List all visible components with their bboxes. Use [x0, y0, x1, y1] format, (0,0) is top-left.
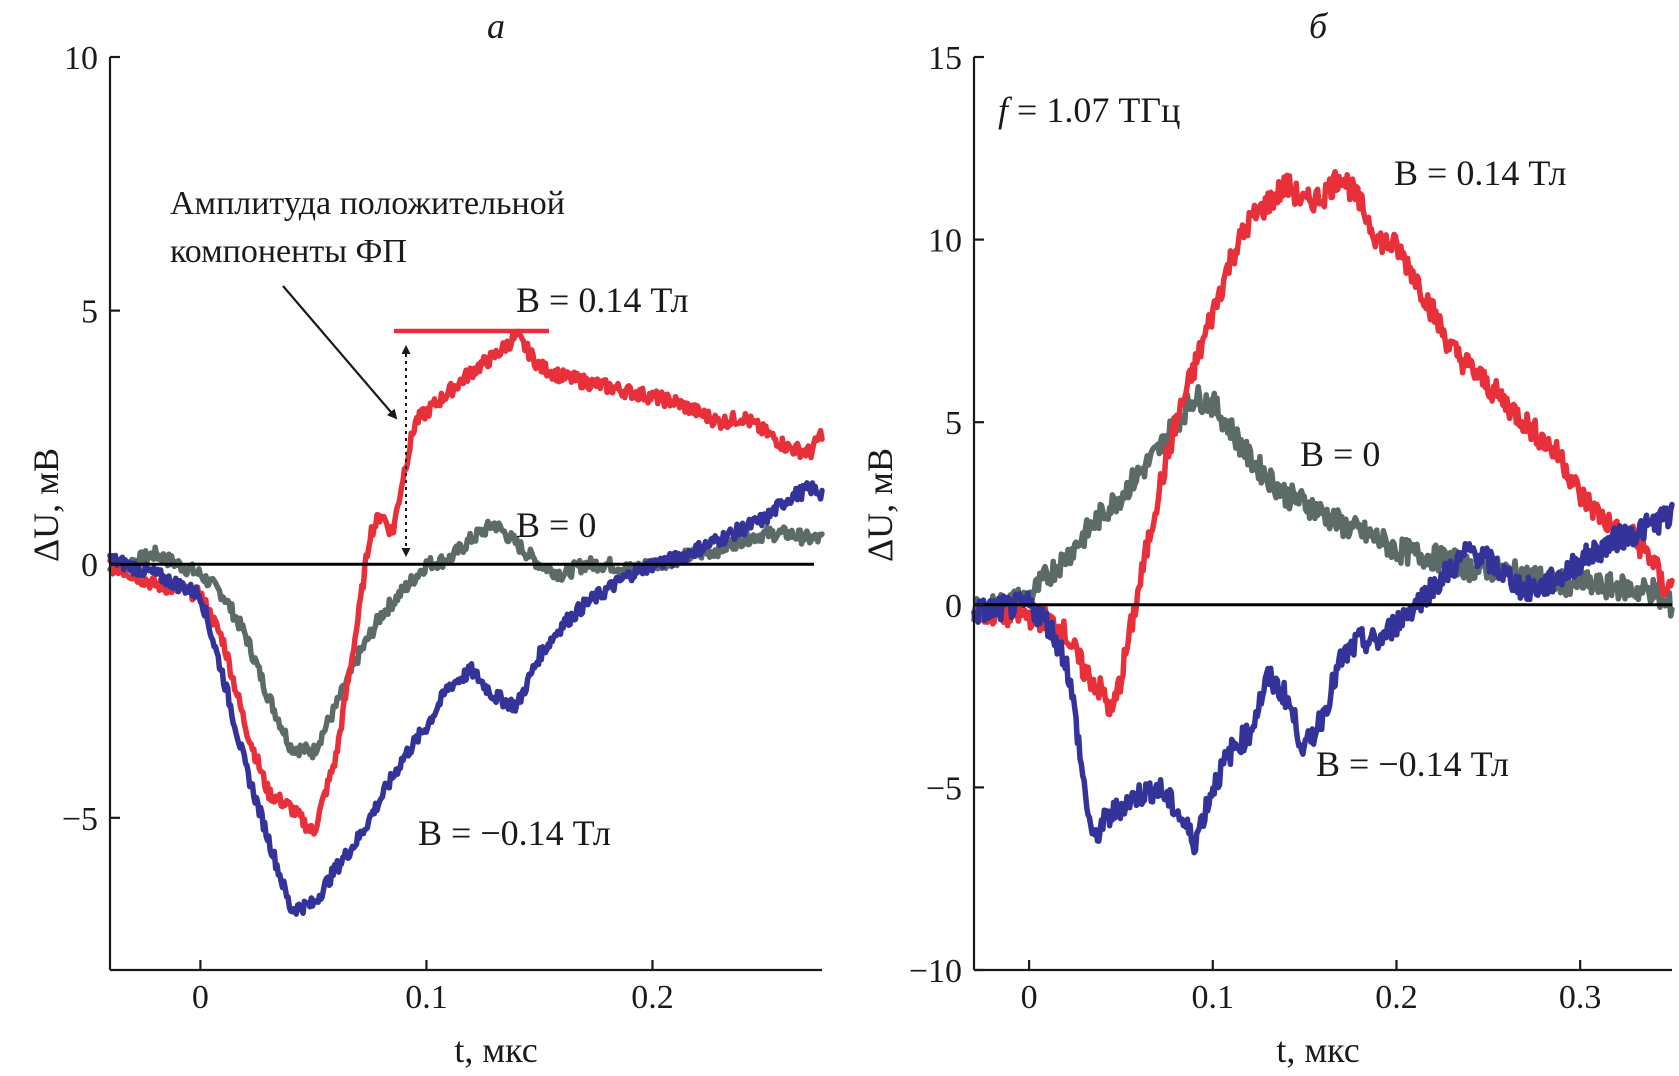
panel-a-x-axis-title: t, мкс	[454, 1030, 537, 1070]
panel-a-series-red-line	[107, 328, 825, 837]
panel-a-amplitude-annotation-line1: Амплитуда положительной	[170, 185, 565, 222]
panel-b-series-gray-line	[971, 383, 1675, 625]
panel-b-y-tick-label: 15	[928, 40, 962, 77]
panel-a-y-tick-label: 10	[64, 40, 98, 77]
panel-a-title: а	[487, 6, 505, 46]
panel-b-y-tick-label: −5	[926, 770, 962, 807]
panel-a-amplitude-annotation-line2: компоненты ФП	[170, 233, 407, 270]
panel-b-x-axis-title: t, мкс	[1276, 1030, 1359, 1070]
panel-b-frequency-annotation: f = 1.07 ТГц	[998, 90, 1180, 130]
panel-b-x-tick-label: 0.3	[1559, 979, 1602, 1016]
panel-b-y-tick-label: 5	[945, 405, 962, 442]
panel-b-title: б	[1309, 6, 1329, 46]
panel-b-x-tick-label: 0.1	[1192, 979, 1235, 1016]
panel-b-frequency-value: = 1.07 ТГц	[1008, 90, 1180, 130]
panel-b-x-tick-label: 0	[1021, 979, 1038, 1016]
panel-b-y-tick-label: −10	[909, 953, 962, 990]
panel-a-x-tick-label: 0	[192, 979, 209, 1016]
panel-b-y-tick-label: 0	[945, 588, 962, 625]
panel-a-y-axis-title: ΔU, мВ	[26, 448, 66, 562]
chart-panel-b: б −10 −5 0 5 10 15 0 0.1 0.2 0.3 ΔU, мВ t, мкс f…	[860, 6, 1675, 1070]
panel-a-label-red: B = 0.14 Тл	[516, 280, 689, 320]
panel-b-x-tick-label: 0.2	[1375, 979, 1418, 1016]
panel-a-x-ticks: 0 0.1 0.2	[192, 960, 674, 1016]
panel-b-y-tick-label: 10	[928, 223, 962, 260]
panel-b-series-group	[971, 168, 1675, 856]
panel-b-label-gray: B = 0	[1300, 434, 1380, 474]
panel-a-x-tick-label: 0.2	[631, 979, 674, 1016]
panel-a-series-gray-line	[107, 518, 825, 761]
panel-a-label-blue: B = −0.14 Тл	[418, 813, 611, 853]
panel-b-x-ticks: 0 0.1 0.2 0.3	[1021, 960, 1602, 1016]
panel-a-x-tick-label: 0.1	[405, 979, 448, 1016]
panel-b-label-red: B = 0.14 Тл	[1394, 153, 1567, 193]
panel-a-label-gray: B = 0	[516, 505, 596, 545]
panel-a-series-group	[107, 328, 825, 917]
panel-b-y-axis-title: ΔU, мВ	[860, 448, 900, 562]
panel-b-series-blue-line	[971, 501, 1675, 856]
panel-b-label-blue: B = −0.14 Тл	[1316, 744, 1509, 784]
panel-b-y-ticks: −10 −5 0 5 10 15	[909, 40, 984, 990]
panel-a-y-tick-label: 5	[81, 294, 98, 331]
chart-panel-a: а −5 0 5 10 0 0.1 0.2 ΔU, мВ t, мкс Амплитуда…	[26, 6, 825, 1070]
panel-a-y-tick-label: −5	[62, 801, 98, 838]
panel-a-series-blue-line	[107, 480, 825, 917]
panel-a-y-ticks: −5 0 5 10	[62, 40, 120, 838]
panel-a-annotation-pointer-arrow	[282, 285, 398, 420]
panel-a-y-tick-label: 0	[81, 547, 98, 584]
panel-b-series-red-line	[971, 168, 1675, 718]
